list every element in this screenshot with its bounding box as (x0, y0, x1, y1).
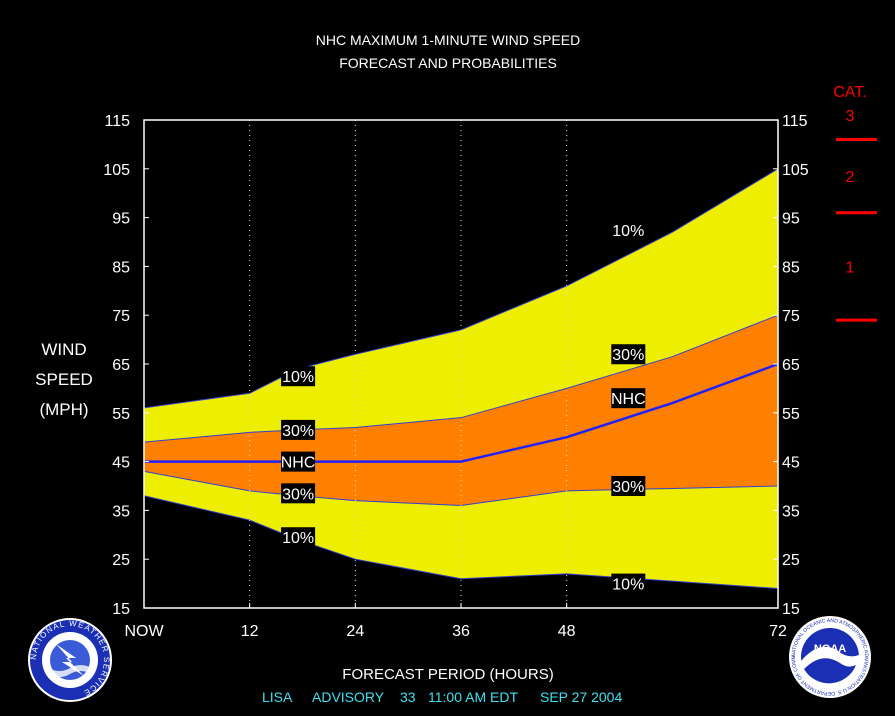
advisory-footer: LISA ADVISORY 33 11:00 AM EDT SEP 27 200… (262, 689, 622, 705)
advisory-word: ADVISORY (312, 689, 385, 705)
annotation-bg (611, 476, 646, 496)
y-tick-label-left: 25 (112, 552, 130, 569)
annotation-label: 30% (282, 423, 314, 440)
y-axis-label-line-1: WIND (41, 340, 86, 359)
y-tick-label-right: 105 (782, 162, 809, 179)
y-axis-label-line-2: SPEED (35, 370, 93, 389)
y-tick-label-left: 115 (104, 113, 130, 130)
annotation-label: 10% (282, 530, 314, 547)
x-tick-label-24: 24 (346, 623, 364, 640)
x-tick-label-36: 36 (452, 623, 470, 640)
noaa-logo-icon: NOAA NATIONAL OCEANIC AND ATMOSPHERIC AD… (789, 616, 871, 698)
chart-title: NHC MAXIMUM 1-MINUTE WIND SPEED (316, 32, 580, 48)
y-tick-label-right: 115 (782, 113, 808, 130)
advisory-time: 11:00 AM EDT (428, 689, 518, 705)
annotation-label: 30% (282, 486, 314, 503)
annotation-bg (281, 527, 316, 548)
annotation-label: 10% (282, 369, 314, 386)
nhc-forecast-line (144, 362, 779, 463)
y-tick-label-right: 35 (782, 503, 800, 520)
category-label-1: 1 (846, 259, 855, 276)
annotation-label: 30% (612, 347, 644, 364)
y-tick-label-right: 15 (782, 601, 800, 618)
plot-area: 15 15 25 25 35 35 45 45 55 55 65 65 75 75 85 85 95 95 105 1… (103, 113, 809, 640)
y-tick-label-right: 75 (782, 308, 800, 325)
y-tick-label-left: 95 (112, 211, 130, 228)
x-axis-label: FORECAST PERIOD (HOURS) (342, 666, 553, 683)
category-scale: 1 2 3 (836, 108, 877, 322)
y-tick-label-right: 25 (782, 552, 800, 569)
advisory-date: SEP 27 2004 (540, 689, 622, 705)
noaa-logo-text: NOAA (814, 643, 846, 655)
annotation-bg (281, 419, 316, 440)
annotation-bg (281, 483, 316, 504)
annotation-label: 10% (612, 577, 644, 594)
chart-subtitle: FORECAST AND PROBABILITIES (339, 55, 557, 71)
y-tick-label-left: 85 (112, 259, 130, 276)
x-tick-label-72: 72 (769, 623, 787, 640)
annotation-bg (611, 219, 646, 240)
annotation-bg (281, 366, 316, 387)
y-axis-label-line-3: (MPH) (39, 400, 88, 419)
annotation-bg (611, 388, 646, 409)
band-30-upper-edge (143, 314, 779, 443)
annotation-label: NHC (281, 455, 316, 472)
x-tick-label-48: 48 (558, 623, 576, 640)
y-tick-label-left: 105 (103, 162, 130, 179)
y-tick-label-left: 45 (112, 455, 130, 472)
y-tick-label-left: 35 (112, 503, 130, 520)
x-tick-label-12: 12 (241, 623, 259, 640)
y-tick-label-left: 75 (112, 308, 130, 325)
category-title: CAT. (833, 84, 866, 101)
y-tick-label-right: 65 (782, 357, 800, 374)
band-10-lower-edge (143, 495, 779, 589)
category-label-3: 3 (846, 108, 855, 125)
y-tick-label-right: 95 (782, 211, 800, 228)
y-tick-label-right: 45 (782, 455, 800, 472)
band-30-lower-edge (143, 470, 779, 507)
y-tick-label-left: 65 (112, 357, 130, 374)
y-tick-label-right: 85 (782, 259, 800, 276)
nws-logo-icon: NATIONAL WEATHER SERVICE (28, 618, 112, 702)
storm-name: LISA (262, 689, 293, 705)
y-tick-label-left: 15 (112, 601, 130, 618)
band-10-upper-edge (143, 168, 779, 409)
annotation-bg (611, 344, 646, 365)
y-tick-label-left: 55 (112, 406, 130, 423)
y-tick-label-right: 55 (782, 406, 800, 423)
x-tick-label-NOW: NOW (124, 623, 164, 640)
annotation-label: 10% (612, 223, 644, 240)
annotation-label: 30% (612, 479, 644, 496)
annotation-bg (281, 451, 316, 472)
annotation-bg (611, 573, 646, 594)
category-label-2: 2 (846, 169, 855, 186)
advisory-number: 33 (400, 689, 416, 705)
annotation-label: NHC (611, 391, 646, 408)
